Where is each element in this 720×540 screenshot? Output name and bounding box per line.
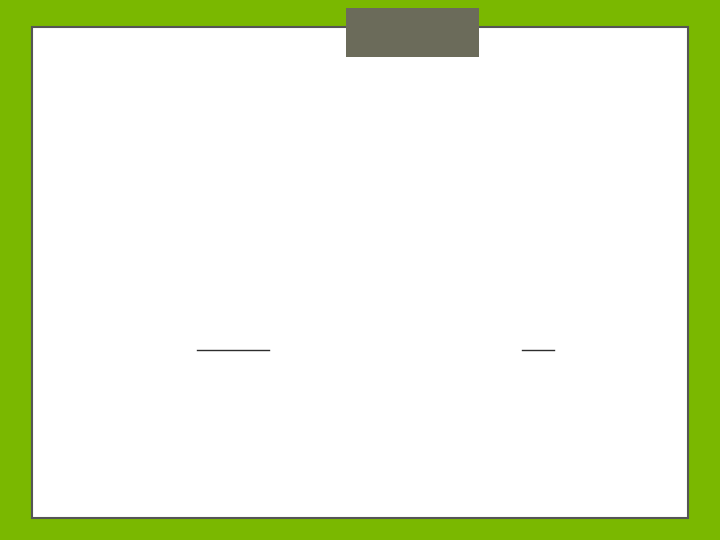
Text: the ion charge if the ion is: the ion charge if the ion is [253,330,493,348]
Text: ❧: ❧ [60,171,78,191]
Text: and: and [492,330,536,348]
Text: add: add [522,330,554,348]
Text: ❧: ❧ [114,330,129,348]
Text: The difference is calculating number of valence
   electrons:: The difference is calculating number of … [98,171,544,217]
Text: the ion charge if the ion is: the ion charge if the ion is [177,363,411,381]
Text: Then: Then [152,330,201,348]
Text: ❧: ❧ [114,254,129,272]
Text: First find the number of valence electrons available in the
      atoms present : First find the number of valence electro… [152,254,657,297]
Text: positive: positive [440,330,518,348]
Text: negative: negative [358,363,444,381]
Text: Lewis structures for polyatomic ions: Lewis structures for polyatomic ions [57,85,683,114]
Text: subtract: subtract [197,330,269,348]
